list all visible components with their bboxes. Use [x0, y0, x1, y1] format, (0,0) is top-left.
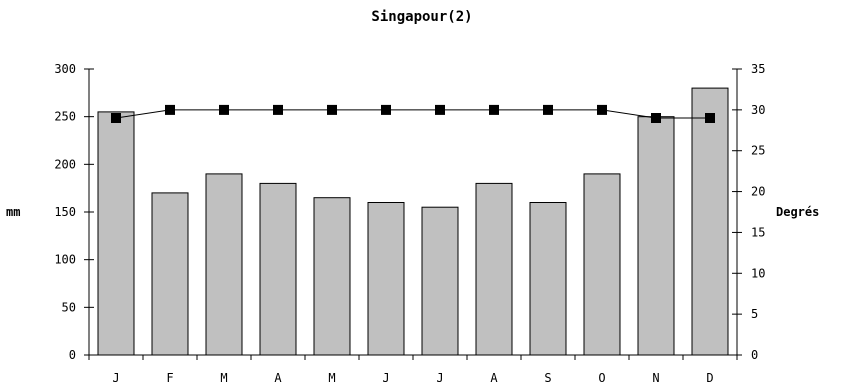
temperature-point	[489, 104, 499, 115]
y-tick-label-right: 15	[751, 225, 765, 239]
y-tick-label-left: 100	[54, 253, 76, 267]
y-tick-label-right: 5	[751, 307, 758, 321]
y-axis-label-right: Degrés	[776, 205, 819, 219]
y-tick-label-left: 50	[62, 300, 76, 314]
y-tick-label-right: 35	[751, 62, 765, 76]
temperature-point	[705, 113, 715, 123]
bar	[529, 202, 567, 356]
bar	[97, 111, 135, 356]
temperature-point	[165, 104, 175, 115]
x-tick-label: J	[112, 371, 119, 385]
y-tick-label-right: 25	[751, 144, 765, 158]
x-tick-label: O	[598, 371, 605, 385]
x-tick-label: A	[490, 371, 498, 385]
x-tick-label: F	[166, 371, 173, 385]
bar	[205, 173, 243, 356]
y-axis-label-left: mm	[6, 205, 20, 219]
y-tick-label-right: 30	[751, 103, 765, 117]
bar-series	[97, 87, 729, 356]
y-tick-label-left: 200	[54, 157, 76, 171]
bar	[637, 116, 675, 356]
x-tick-label: J	[382, 371, 389, 385]
temperature-point	[543, 104, 553, 115]
y-tick-label-left: 300	[54, 62, 76, 76]
x-tick-label: J	[436, 371, 443, 385]
temperature-point	[597, 104, 607, 115]
x-tick-label: M	[220, 371, 227, 385]
chart-title: Singapour(2)	[371, 9, 472, 25]
y-tick-label-left: 250	[54, 110, 76, 124]
temperature-point	[381, 104, 391, 115]
y-tick-label-right: 20	[751, 185, 765, 199]
bar	[421, 206, 459, 356]
bar	[151, 192, 189, 356]
temperature-point	[219, 104, 229, 115]
x-tick-label: A	[274, 371, 282, 385]
temperature-point	[111, 113, 121, 123]
y-tick-label-left: 150	[54, 205, 76, 219]
temperature-line	[115, 109, 710, 119]
y-tick-label-left: 0	[69, 348, 76, 362]
bar	[367, 202, 405, 356]
x-tick-label: S	[544, 371, 551, 385]
x-tick-label: N	[652, 371, 659, 385]
x-tick-label: M	[328, 371, 335, 385]
temperature-series	[111, 104, 715, 123]
y-tick-label-right: 0	[751, 348, 758, 362]
temperature-point	[435, 104, 445, 115]
temperature-point	[651, 113, 661, 123]
bar	[313, 197, 351, 356]
bar	[475, 182, 513, 356]
y-tick-label-right: 10	[751, 266, 765, 280]
temperature-point	[327, 104, 337, 115]
axes: 0 50 100 150 200 250 300 0 5 10 15 20 25 30 35 J F M A M J J A…	[54, 62, 765, 385]
x-tick-label: D	[706, 371, 713, 385]
bar	[259, 182, 297, 356]
bar	[691, 87, 729, 356]
temperature-point	[273, 104, 283, 115]
bar	[583, 173, 621, 356]
